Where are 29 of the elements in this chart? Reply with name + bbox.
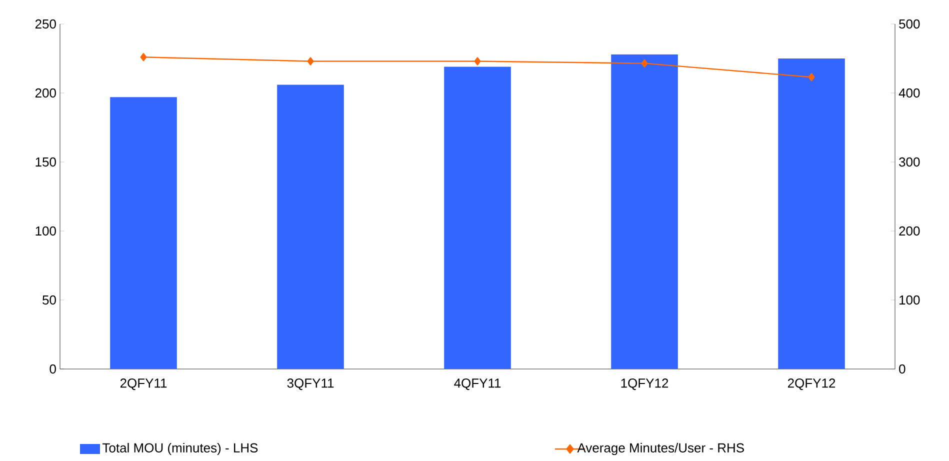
y2-tick-label: 200 [899, 226, 920, 236]
point [474, 57, 481, 66]
y2-tick-label: 0 [899, 364, 906, 374]
y-tick-label: 200 [35, 88, 56, 98]
legend-label: Total MOU (minutes) - LHS [102, 442, 258, 456]
y2-tick-label: 300 [899, 157, 920, 167]
bar [611, 54, 678, 369]
bar [444, 66, 511, 369]
point [140, 53, 147, 62]
y2-tick-label: 100 [900, 295, 920, 305]
x-tick-label: 1QFY12 [621, 378, 668, 390]
y-tick-label: 250 [35, 19, 56, 29]
y-tick-label: 100 [36, 226, 56, 236]
bar [778, 58, 845, 369]
y2-tick-label: 400 [898, 88, 920, 98]
bar [110, 97, 177, 369]
x-tick-label: 4QFY11 [454, 378, 501, 390]
y-tick-label: 150 [36, 157, 56, 167]
x-tick-label: 2QFY11 [120, 378, 167, 390]
point [808, 73, 815, 82]
y-tick-label: 0 [50, 364, 56, 374]
y2-tick-label: 500 [899, 19, 920, 29]
bar [277, 84, 344, 369]
x-tick-label: 2QFY12 [788, 378, 836, 390]
point [641, 59, 648, 68]
point [307, 57, 314, 66]
y-tick-label: 50 [42, 295, 56, 305]
x-tick-label: 3QFY11 [287, 378, 334, 390]
legend-label: Average Minutes/User - RHS [577, 442, 744, 456]
